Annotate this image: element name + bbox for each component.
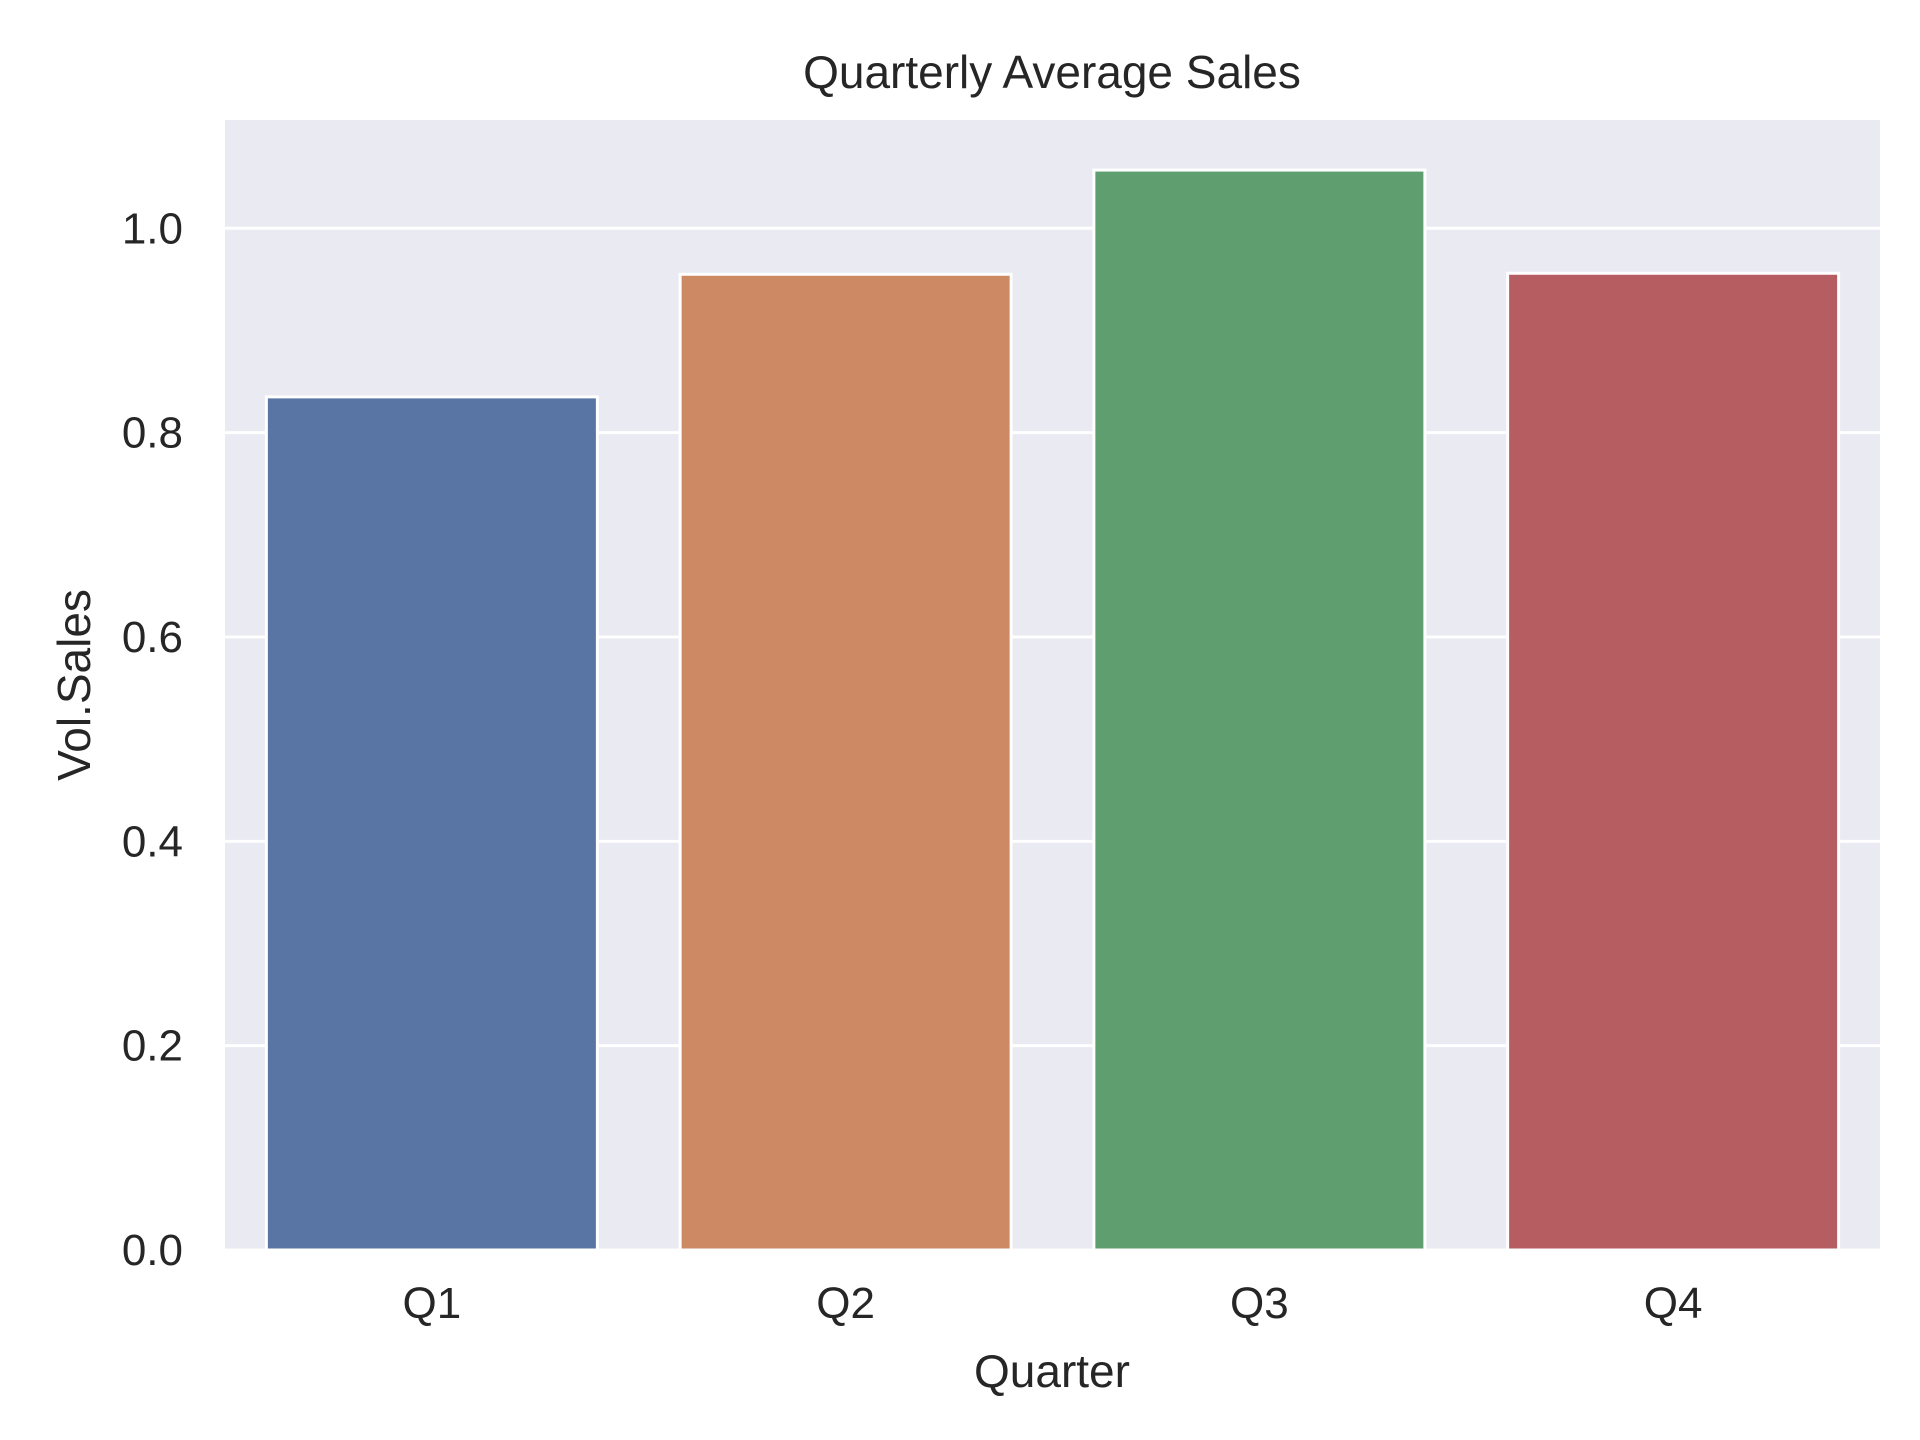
x-tick-label-q4: Q4 (1644, 1279, 1703, 1328)
bar-q4 (1506, 271, 1841, 1252)
y-tick-label: 0.2 (122, 1022, 183, 1071)
x-tick-labels: Q1 Q2 Q3 Q4 (403, 1279, 1703, 1328)
y-tick-labels: 0.0 0.2 0.4 0.6 0.8 1.0 (122, 204, 183, 1275)
y-tick-label: 0.0 (122, 1226, 183, 1275)
y-tick-label: 0.6 (122, 613, 183, 662)
x-tick-label-q2: Q2 (816, 1279, 875, 1328)
bars (264, 168, 1841, 1252)
bar-q1 (264, 395, 599, 1252)
bar-q3 (1092, 168, 1427, 1252)
y-axis-label: Vol.Sales (48, 589, 100, 781)
bar-q2 (678, 272, 1013, 1252)
x-tick-label-q3: Q3 (1230, 1279, 1289, 1328)
y-tick-label: 0.8 (122, 409, 183, 458)
x-tick-label-q1: Q1 (403, 1279, 462, 1328)
chart-title: Quarterly Average Sales (803, 46, 1301, 98)
x-axis-label: Quarter (974, 1345, 1130, 1397)
y-tick-label: 0.4 (122, 817, 183, 866)
y-tick-label: 1.0 (122, 204, 183, 253)
